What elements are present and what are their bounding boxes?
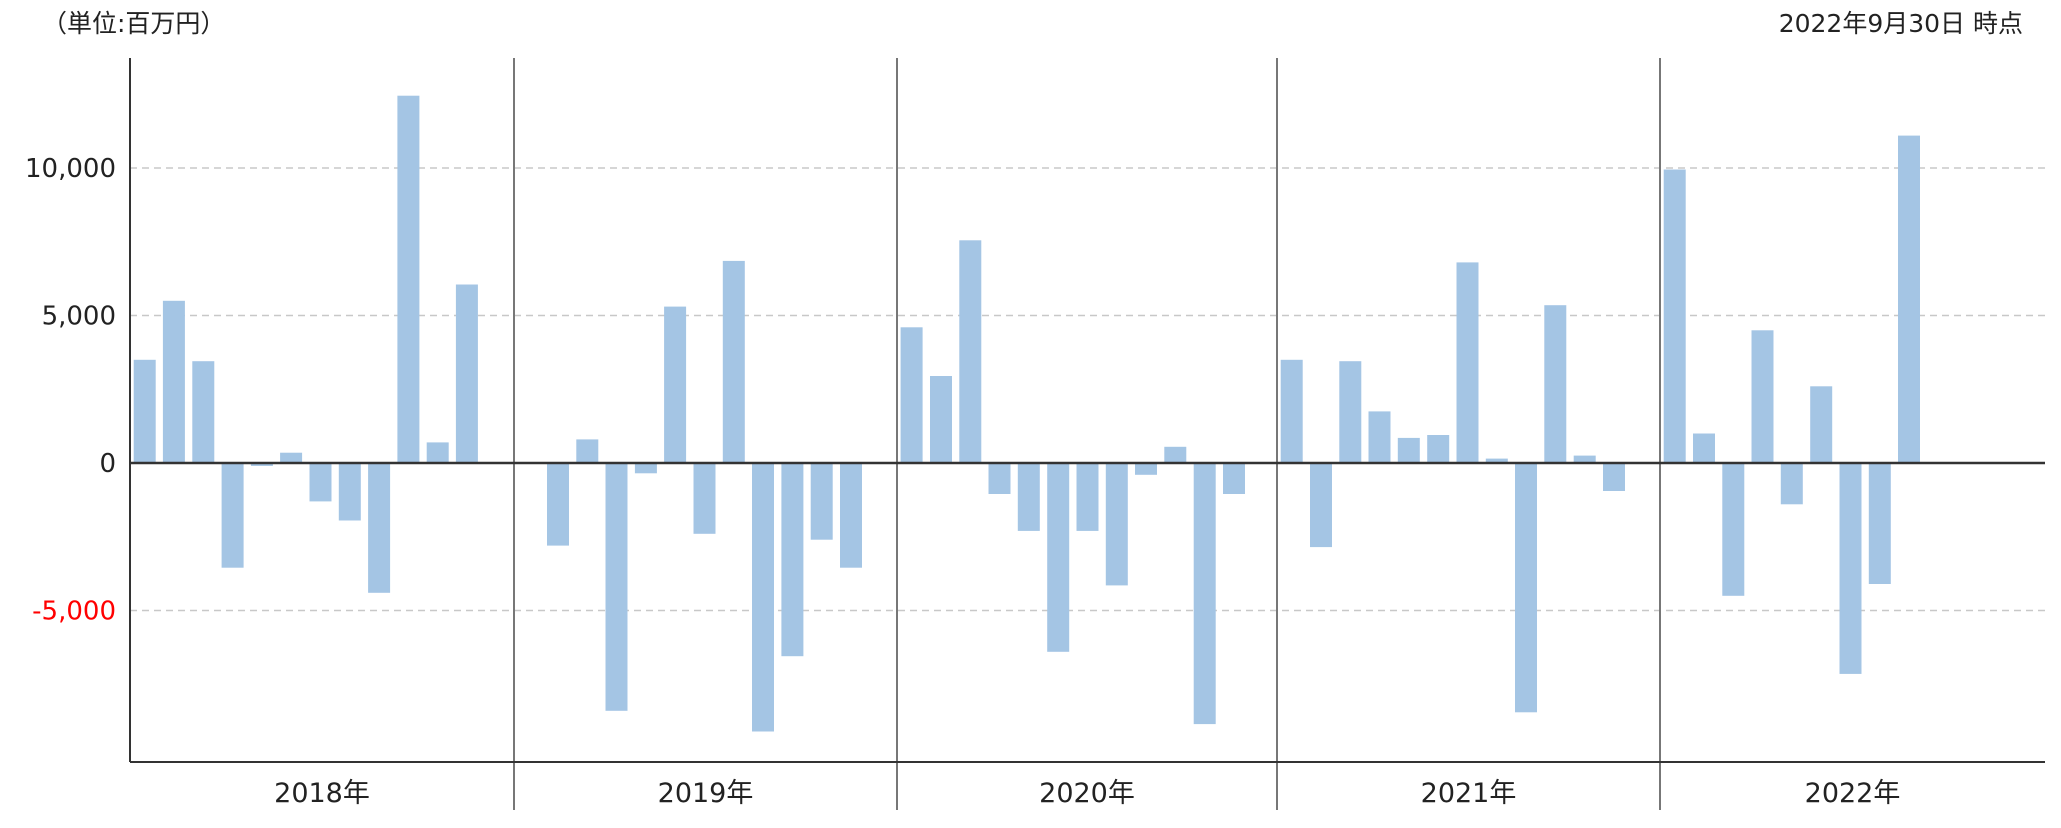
bar — [1223, 463, 1245, 494]
bar — [426, 442, 449, 463]
unit-label: （単位:百万円） — [42, 9, 226, 38]
bar — [1693, 433, 1715, 463]
y-tick-label: 5,000 — [42, 302, 116, 332]
as-of-date: 2022年9月30日 時点 — [1778, 9, 2023, 38]
bar — [1164, 446, 1187, 463]
bar — [1485, 458, 1508, 463]
bar — [280, 452, 303, 463]
x-category-label: 2020年 — [1039, 778, 1135, 809]
bar — [810, 463, 833, 540]
bar — [781, 463, 804, 657]
bar — [1397, 437, 1420, 463]
bar — [455, 284, 478, 463]
bar — [576, 439, 599, 463]
bar — [988, 463, 1011, 494]
bar — [1898, 135, 1920, 463]
bar — [1339, 361, 1362, 463]
bar — [1427, 435, 1450, 463]
bar — [1076, 463, 1099, 531]
bar — [1839, 463, 1862, 674]
y-tick-label: 10,000 — [25, 154, 116, 184]
axes — [129, 58, 2045, 810]
bar — [959, 240, 982, 463]
x-category-label: 2019年 — [658, 778, 754, 809]
bar — [1280, 359, 1303, 464]
bar — [1368, 411, 1391, 463]
bar — [1663, 169, 1686, 463]
bar — [1810, 386, 1833, 463]
bar — [1868, 463, 1891, 584]
bar — [664, 306, 687, 463]
bar — [221, 463, 244, 568]
bar — [250, 463, 273, 466]
bar — [1751, 330, 1774, 464]
bar — [722, 260, 745, 463]
bar — [1780, 463, 1803, 505]
y-tick-label: -5,000 — [32, 597, 116, 627]
bar — [930, 376, 952, 463]
x-category-label: 2022年 — [1805, 778, 1901, 809]
bar — [840, 463, 862, 568]
bar — [1310, 463, 1332, 548]
x-category-label: 2018年 — [274, 778, 370, 809]
bar — [605, 463, 628, 711]
bars — [133, 95, 1920, 732]
bar — [1573, 455, 1596, 463]
bar — [133, 359, 156, 464]
bar — [547, 463, 569, 546]
bar — [1456, 262, 1479, 463]
bar — [1193, 463, 1216, 725]
bar — [693, 463, 716, 534]
bar — [1603, 463, 1625, 491]
bar — [368, 463, 391, 593]
bar — [192, 361, 215, 463]
bar — [338, 463, 361, 521]
bar — [752, 463, 774, 732]
bar — [634, 463, 657, 474]
bar — [162, 300, 185, 464]
labels: -5,000 0 5,000 10,000 2018年 2019年 2020年 2021年 20… — [25, 154, 1900, 809]
bar — [1105, 463, 1128, 586]
bar — [1515, 463, 1537, 713]
bar — [309, 463, 332, 502]
bar — [397, 95, 420, 463]
bar — [1047, 463, 1070, 652]
bar — [1135, 463, 1157, 475]
y-tick-label: 0 — [99, 449, 116, 479]
bar — [1544, 305, 1567, 463]
bar — [1017, 463, 1040, 531]
bar — [1722, 463, 1745, 596]
bar — [900, 327, 923, 463]
x-category-label: 2021年 — [1421, 778, 1517, 809]
